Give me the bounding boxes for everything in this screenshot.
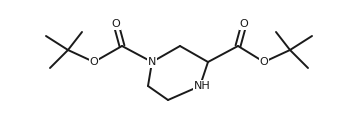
Text: O: O [112,19,120,29]
Text: O: O [90,57,98,67]
Text: O: O [259,57,268,67]
Text: NH: NH [194,81,210,91]
Text: O: O [240,19,249,29]
Text: N: N [148,57,156,67]
